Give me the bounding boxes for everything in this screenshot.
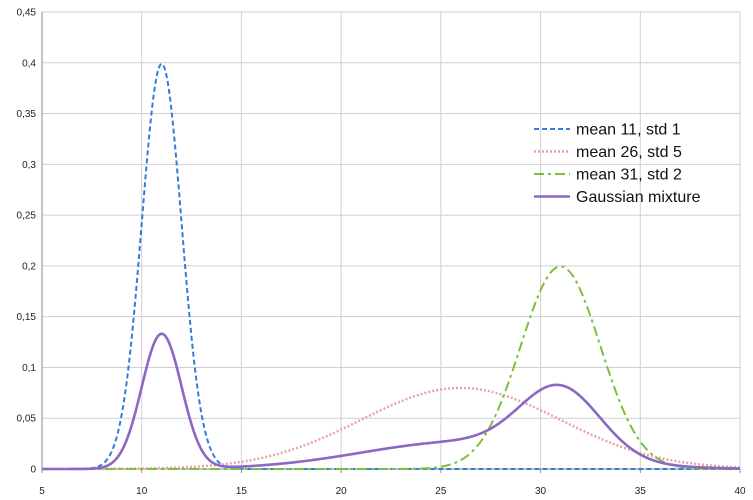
y-tick-label: 0,15 [17, 312, 37, 323]
y-tick-label: 0 [30, 465, 36, 476]
series-lines [41, 62, 741, 471]
y-tick-label: 0,4 [22, 58, 36, 69]
axes: 0 0,05 0,1 0,15 0,2 0,25 0,3 0,35 0,4 0,45 5 10 15 20… [17, 8, 746, 498]
y-tick-label: 0,35 [17, 109, 37, 120]
legend: mean 11, std 1 mean 26, std 5 mean 31, std… [534, 122, 701, 206]
x-tick-label: 10 [136, 486, 148, 497]
series-line-2 [41, 386, 741, 471]
x-tick-label: 25 [435, 486, 447, 497]
series-line-1 [42, 62, 740, 470]
x-tick-label: 30 [535, 486, 547, 497]
x-tick-label: 40 [734, 486, 746, 497]
y-tick-label: 0,3 [22, 160, 36, 171]
legend-label: mean 26, std 5 [576, 144, 682, 161]
series-line-4 [41, 332, 741, 471]
y-tick-label: 0,25 [17, 211, 37, 222]
y-tick-label: 0,2 [22, 261, 36, 272]
y-tick-label: 0,45 [17, 8, 37, 19]
gridlines [41, 11, 741, 470]
legend-label: mean 31, std 2 [576, 167, 682, 184]
y-tick-label: 0,1 [22, 363, 36, 374]
x-tick-label: 5 [39, 486, 45, 497]
series-line-3 [42, 265, 740, 470]
legend-label: Gaussian mixture [576, 189, 701, 206]
x-tick-label: 35 [635, 486, 647, 497]
x-tick-label: 15 [236, 486, 248, 497]
legend-label: mean 11, std 1 [576, 122, 681, 139]
y-tick-label: 0,05 [17, 414, 37, 425]
x-tick-label: 20 [336, 486, 348, 497]
